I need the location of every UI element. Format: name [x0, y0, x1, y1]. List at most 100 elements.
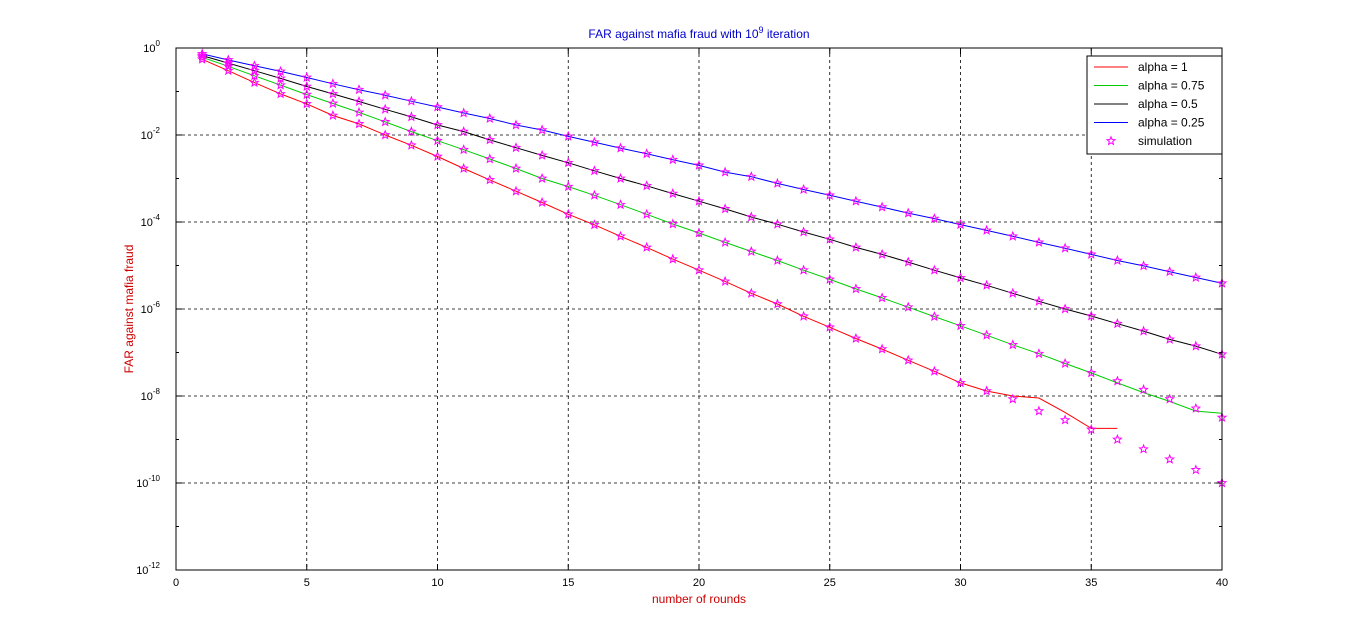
x-tick-label: 5 [304, 577, 310, 589]
legend-box [1086, 55, 1223, 155]
simulation-marker [196, 50, 208, 61]
simulation-marker [824, 321, 835, 332]
simulation-marker [353, 118, 365, 129]
simulation-marker [589, 165, 600, 176]
simulation-marker [902, 256, 914, 267]
simulation-marker [772, 298, 783, 309]
simulation-marker [510, 162, 522, 174]
simulation-marker [1033, 405, 1045, 416]
simulation-marker [981, 279, 992, 290]
simulation-marker [1112, 433, 1123, 445]
simulation-marker [693, 264, 705, 275]
chart-title: FAR against mafia fraud with 109 iterati… [588, 25, 809, 41]
simulation-marker [589, 136, 600, 147]
simulation-marker [589, 219, 600, 230]
simulation-marker [850, 241, 862, 252]
simulation-marker [745, 287, 757, 298]
simulation-marker [850, 332, 862, 344]
simulation-marker [1190, 464, 1202, 475]
simulation-marker [432, 135, 443, 146]
x-tick-label: 25 [824, 577, 836, 589]
simulation-marker [563, 130, 574, 141]
simulation-marker [641, 208, 653, 219]
series-line [202, 56, 1223, 414]
x-tick-label: 30 [954, 577, 966, 589]
simulation-marker [301, 80, 312, 92]
legend-label: alpha = 0.25 [1138, 116, 1205, 130]
simulation-marker [353, 95, 365, 107]
simulation-marker [484, 153, 496, 164]
simulation-marker [1086, 248, 1097, 259]
simulation-marker [902, 207, 914, 218]
simulation-marker [1033, 348, 1045, 359]
x-tick-label: 20 [693, 577, 705, 589]
simulation-marker [432, 101, 443, 112]
simulation-marker [1164, 333, 1175, 344]
simulation-marker [484, 174, 496, 185]
simulation-marker [563, 157, 574, 168]
legend: alpha = 1 alpha = 0.75 alpha = 0.5 alpha = … [1086, 55, 1223, 155]
simulation-marker [1086, 367, 1097, 378]
simulation-marker [379, 129, 391, 140]
simulation-marker [589, 189, 600, 200]
simulation-marker [536, 172, 548, 184]
simulation-marker [719, 275, 731, 286]
simulation-marker [876, 343, 888, 354]
simulation-marker [1007, 287, 1019, 298]
simulation-marker [615, 172, 626, 184]
simulation-marker [1190, 340, 1202, 351]
simulation-marker [929, 213, 940, 224]
simulation-marker [929, 365, 940, 376]
simulation-marker [510, 185, 522, 196]
simulation-marker [1190, 271, 1202, 283]
legend-label: alpha = 1 [1138, 60, 1188, 74]
simulation-marker [327, 97, 339, 109]
simulation-marker [1138, 325, 1149, 336]
simulation-marker [1164, 266, 1175, 277]
simulation-marker [379, 116, 391, 127]
simulation-markers [196, 48, 1228, 488]
simulation-marker [745, 245, 757, 257]
simulation-marker [353, 84, 365, 95]
simulation-marker [196, 53, 208, 64]
legend-label: alpha = 0.5 [1138, 97, 1198, 111]
simulation-marker [222, 57, 234, 68]
simulation-marker [876, 201, 888, 212]
simulation-marker [824, 273, 835, 284]
simulation-marker [641, 241, 653, 252]
simulation-marker [196, 51, 208, 62]
simulation-marker [1007, 393, 1019, 404]
simulation-marker [510, 142, 522, 153]
simulation-marker [301, 98, 312, 109]
simulation-marker [955, 320, 966, 331]
simulation-marker [745, 211, 757, 222]
simulation-marker [641, 180, 653, 191]
simulation-marker [275, 79, 286, 90]
y-tick-label: 10-4 [141, 213, 161, 229]
simulation-marker [458, 126, 469, 137]
simulation-marker [902, 301, 914, 312]
simulation-marker [458, 144, 469, 155]
x-tick-label: 40 [1216, 577, 1228, 589]
x-axis: 0 5 10 15 20 25 30 35 40 [173, 48, 1228, 589]
simulation-marker [1059, 414, 1071, 425]
simulation-marker [902, 354, 914, 365]
simulation-marker [746, 171, 757, 182]
y-tick-label: 10-10 [136, 474, 160, 490]
y-tick-label: 100 [143, 39, 160, 55]
simulation-marker [850, 195, 862, 206]
simulation-marker [955, 377, 966, 388]
simulation-marker [929, 264, 940, 275]
simulation-marker [667, 154, 679, 165]
series-line [202, 55, 1223, 355]
simulation-marker [1190, 402, 1202, 413]
simulation-marker [1059, 357, 1071, 369]
x-tick-label: 0 [173, 577, 179, 589]
simulation-marker [798, 226, 809, 237]
simulation-marker [379, 103, 391, 114]
simulation-marker [222, 60, 234, 71]
simulation-marker [1007, 339, 1019, 350]
x-tick-label: 15 [562, 577, 574, 589]
simulation-marker [719, 203, 731, 214]
